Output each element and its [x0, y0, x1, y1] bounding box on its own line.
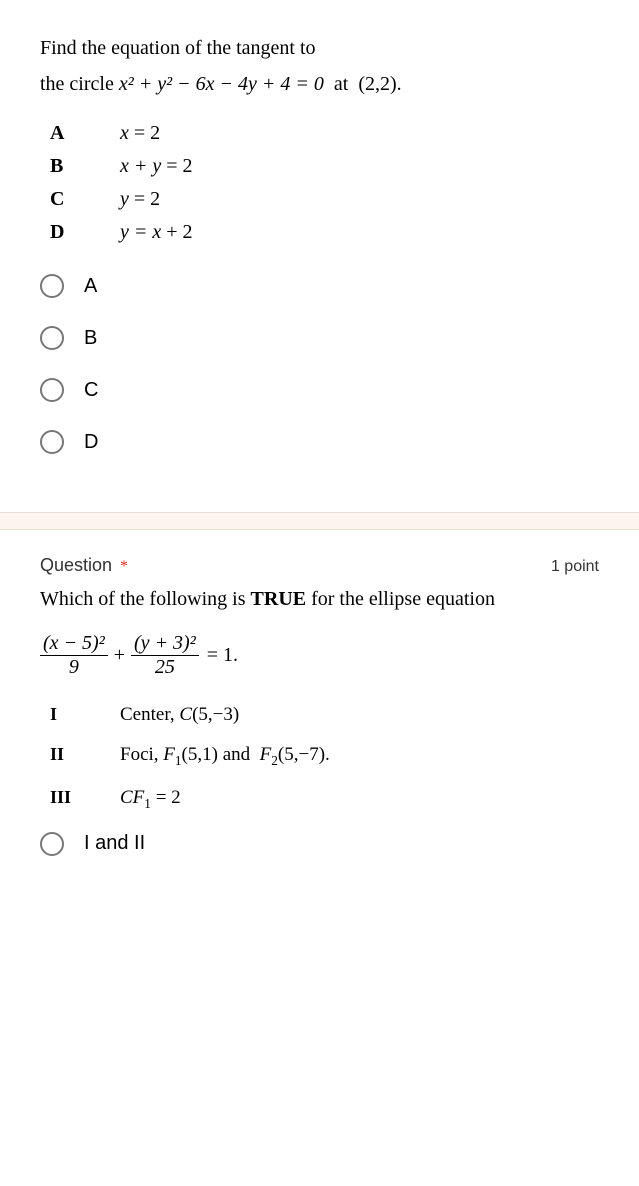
answer-label-c: C: [50, 188, 120, 211]
q2-prompt-real: Which of the following is TRUE for the e…: [40, 581, 599, 617]
q2-title-wrap: Question *: [40, 555, 128, 576]
radio-label-a: A: [84, 275, 97, 298]
radio-circle-icon: [40, 378, 64, 402]
required-star-icon: *: [120, 558, 128, 575]
eq-rhs: = 1.: [207, 644, 238, 667]
statement-iii: III CF1 = 2: [50, 787, 599, 812]
answer-row-d: D y = x + 2: [50, 221, 599, 244]
answer-value-c: y = 2: [120, 188, 160, 211]
radio-circle-icon: [40, 430, 64, 454]
statement-label-ii: II: [50, 744, 120, 765]
radio-circle-icon: [40, 326, 64, 350]
q2-equation: (x − 5)² 9 + (y + 3)² 25 = 1.: [40, 632, 599, 679]
statement-label-iii: III: [50, 787, 120, 808]
answer-value-b: x + y = 2: [120, 155, 193, 178]
q2-points: 1 point: [551, 558, 599, 576]
answer-label-a: A: [50, 122, 120, 145]
question-1: Find the equation of the tangent to the …: [0, 0, 639, 512]
q1-prompt: Find the equation of the tangent to the …: [40, 30, 599, 102]
radio-label-b: B: [84, 327, 97, 350]
frac-1: (x − 5)² 9: [40, 632, 108, 679]
answer-row-c: C y = 2: [50, 188, 599, 211]
radio-label-c: C: [84, 379, 98, 402]
q1-prompt-line2: the circle x² + y² − 6x − 4y + 4 = 0 at …: [40, 66, 599, 102]
q1-radio-group: A B C D: [40, 274, 599, 454]
answer-value-a: x = 2: [120, 122, 160, 145]
q1-answer-table: A x = 2 B x + y = 2 C y = 2 D y = x + 2: [50, 122, 599, 244]
frac-2: (y + 3)² 25: [131, 632, 199, 679]
plus-sign: +: [114, 644, 125, 667]
answer-label-b: B: [50, 155, 120, 178]
radio-option-a[interactable]: A: [40, 274, 599, 298]
question-divider: [0, 512, 639, 530]
radio-option-b[interactable]: B: [40, 326, 599, 350]
q2-radio-group: I and II: [40, 832, 599, 862]
statement-label-i: I: [50, 704, 120, 725]
answer-row-b: B x + y = 2: [50, 155, 599, 178]
statement-text-ii: Foci, F1(5,1) and F2(5,−7).: [120, 744, 330, 769]
q2-header: Question * 1 point: [0, 530, 639, 586]
radio-circle-icon: [40, 274, 64, 298]
answer-row-a: A x = 2: [50, 122, 599, 145]
q1-prompt-line1: Find the equation of the tangent to: [40, 30, 599, 66]
radio-label-cutoff: I and II: [84, 832, 145, 855]
q1-equation: x² + y² − 6x − 4y + 4 = 0: [119, 73, 324, 95]
statement-text-iii: CF1 = 2: [120, 787, 181, 812]
radio-option-d[interactable]: D: [40, 430, 599, 454]
radio-option-cutoff[interactable]: I and II: [40, 832, 599, 856]
radio-option-c[interactable]: C: [40, 378, 599, 402]
statement-i: I Center, C(5,−3): [50, 704, 599, 726]
statement-text-i: Center, C(5,−3): [120, 704, 239, 726]
question-2: Which of the following is TRUE for the e…: [0, 586, 639, 892]
q2-title: Question: [40, 555, 112, 575]
radio-label-d: D: [84, 431, 98, 454]
radio-circle-icon: [40, 832, 64, 856]
answer-label-d: D: [50, 221, 120, 244]
answer-value-d: y = x + 2: [120, 221, 193, 244]
statement-ii: II Foci, F1(5,1) and F2(5,−7).: [50, 744, 599, 769]
